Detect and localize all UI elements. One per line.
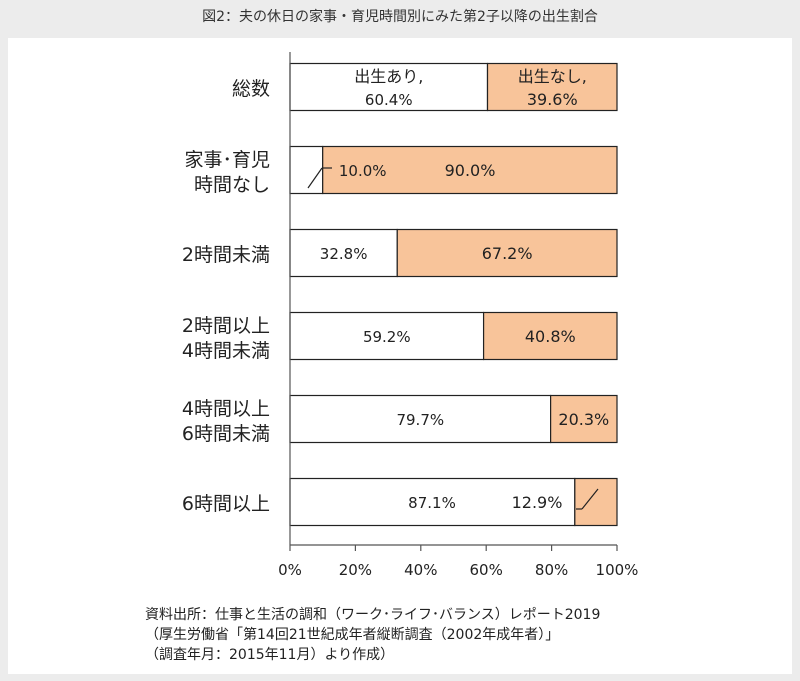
x-tick-label: 60% xyxy=(470,561,503,579)
data-label-birth-no: 39.6% xyxy=(527,90,578,109)
data-label-birth-yes: 60.4% xyxy=(365,91,413,109)
data-label-birth-no: 90.0% xyxy=(445,161,496,180)
source-notes: 資料出所：仕事と生活の調和（ワーク･ライフ･バランス）レポート2019 （厚生労… xyxy=(145,605,600,665)
x-tick-label: 20% xyxy=(339,561,372,579)
category-label: 4時間以上 xyxy=(182,398,270,420)
x-tick-label: 40% xyxy=(404,561,437,579)
data-label-birth-yes: 79.7% xyxy=(396,411,444,429)
source-note-1: 資料出所：仕事と生活の調和（ワーク･ライフ･バランス）レポート2019 xyxy=(145,605,600,625)
category-label: 時間なし xyxy=(194,174,270,196)
category-label: 4時間未満 xyxy=(182,340,270,362)
data-label-birth-yes: 出生あり, xyxy=(354,67,423,86)
source-note-3: （調査年月：2015年11月）より作成） xyxy=(145,645,600,665)
category-label: 6時間以上 xyxy=(182,493,270,515)
data-label-birth-no: 出生なし, xyxy=(518,67,587,86)
bar-birth-no xyxy=(575,479,617,526)
data-label-birth-yes: 10.0% xyxy=(339,162,387,180)
data-label-birth-yes: 32.8% xyxy=(320,245,368,263)
category-label: 2時間未満 xyxy=(182,244,270,266)
data-label-birth-no: 67.2% xyxy=(482,244,533,263)
bar-birth-yes xyxy=(290,147,323,194)
category-label: 2時間以上 xyxy=(182,315,270,337)
category-label: 6時間未満 xyxy=(182,423,270,445)
data-label-birth-yes: 87.1% xyxy=(408,494,456,512)
x-tick-label: 100% xyxy=(596,561,639,579)
data-label-birth-no: 20.3% xyxy=(558,410,609,429)
source-note-2: （厚生労働省「第14回21世紀成年者縦断調査（2002年成年者）」 xyxy=(145,625,600,645)
data-label-birth-no: 12.9% xyxy=(512,493,563,512)
x-tick-label: 0% xyxy=(278,561,302,579)
x-tick-label: 80% xyxy=(535,561,568,579)
category-label: 家事･育児 xyxy=(184,149,270,171)
category-label: 総数 xyxy=(232,78,270,100)
data-label-birth-yes: 59.2% xyxy=(363,328,411,346)
data-label-birth-no: 40.8% xyxy=(525,327,576,346)
